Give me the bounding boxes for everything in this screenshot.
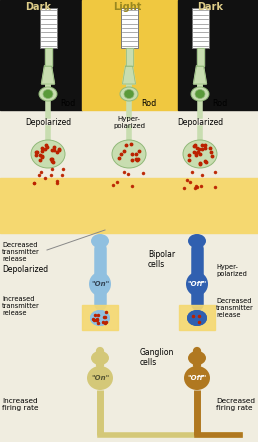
Text: Decreased
firing rate: Decreased firing rate — [216, 398, 255, 411]
Text: "Off": "Off" — [187, 281, 207, 287]
Text: Depolarized: Depolarized — [177, 118, 223, 127]
Bar — [82, 0, 178, 110]
Text: Increased
firing rate: Increased firing rate — [2, 398, 38, 411]
Text: Ganglion
cells: Ganglion cells — [140, 348, 174, 367]
Ellipse shape — [184, 366, 210, 390]
Text: Decreased
transmitter
release: Decreased transmitter release — [216, 298, 254, 318]
Ellipse shape — [188, 234, 206, 248]
Text: Increased
transmitter
release: Increased transmitter release — [2, 296, 40, 316]
Text: Decreased
transmitter
release: Decreased transmitter release — [2, 242, 40, 262]
Ellipse shape — [87, 366, 113, 390]
Ellipse shape — [183, 140, 217, 168]
Text: Depolarized: Depolarized — [2, 265, 48, 274]
Ellipse shape — [187, 310, 207, 326]
Text: Bipolar
cells: Bipolar cells — [148, 250, 175, 270]
Ellipse shape — [39, 87, 57, 101]
Polygon shape — [42, 66, 54, 84]
Polygon shape — [197, 48, 204, 66]
Text: "On": "On" — [91, 375, 109, 381]
Polygon shape — [123, 66, 135, 84]
Ellipse shape — [31, 140, 65, 168]
Ellipse shape — [90, 310, 110, 326]
Ellipse shape — [186, 272, 208, 296]
Polygon shape — [194, 66, 206, 84]
Polygon shape — [125, 48, 133, 66]
Ellipse shape — [120, 87, 138, 101]
Ellipse shape — [195, 89, 205, 99]
Bar — [0, 0, 82, 110]
Ellipse shape — [124, 89, 134, 99]
Ellipse shape — [90, 310, 110, 326]
Ellipse shape — [191, 87, 209, 101]
Polygon shape — [44, 48, 52, 66]
Bar — [39, 8, 57, 48]
Ellipse shape — [112, 140, 146, 168]
Text: Hyper-
polarized: Hyper- polarized — [113, 116, 145, 129]
Text: Dark: Dark — [197, 2, 223, 12]
Ellipse shape — [91, 351, 109, 365]
Bar — [191, 8, 208, 48]
Bar — [178, 0, 258, 110]
Text: "On": "On" — [91, 281, 109, 287]
Text: Rod: Rod — [60, 99, 75, 107]
Text: Hyper-
polarized: Hyper- polarized — [216, 264, 247, 277]
Text: Depolarized: Depolarized — [25, 118, 71, 127]
Bar — [179, 305, 215, 330]
Bar — [82, 305, 118, 330]
Bar — [120, 8, 138, 48]
Text: Dark: Dark — [25, 2, 51, 12]
Ellipse shape — [43, 89, 53, 99]
Ellipse shape — [91, 234, 109, 248]
Text: Light: Light — [113, 2, 141, 12]
Text: Rod: Rod — [212, 99, 227, 107]
Text: "Off": "Off" — [187, 375, 207, 381]
Ellipse shape — [187, 310, 207, 326]
Bar — [0, 178, 258, 233]
Ellipse shape — [89, 272, 111, 296]
Text: Rod: Rod — [141, 99, 156, 107]
Ellipse shape — [188, 351, 206, 365]
